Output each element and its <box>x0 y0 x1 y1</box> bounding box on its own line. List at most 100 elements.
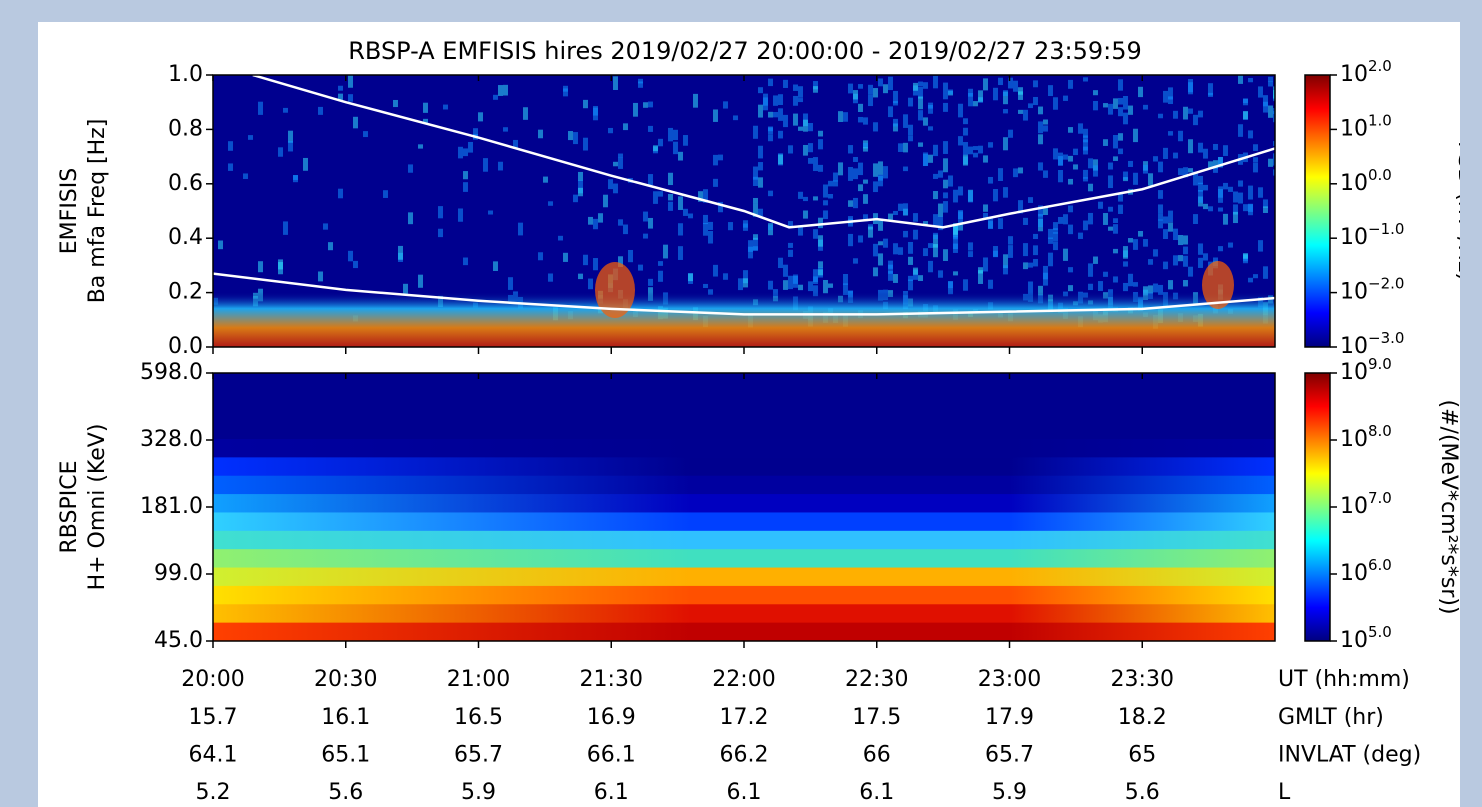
spectrogram-cell <box>1098 281 1103 291</box>
spectrogram-cell <box>983 155 988 163</box>
spectrogram-cell <box>958 223 963 231</box>
spectrogram-cell <box>883 166 888 179</box>
colorbar-tick-label: 109.0 <box>1340 355 1392 386</box>
spectrogram-cell <box>618 219 623 226</box>
spectrogram-cell <box>613 183 618 194</box>
spectrogram-cell <box>1113 276 1118 283</box>
spectrogram-cell <box>753 125 758 139</box>
spectrogram-cell <box>1188 82 1193 95</box>
spectrogram-cell <box>1273 111 1275 123</box>
spectrogram-cell <box>1083 146 1088 155</box>
spectrogram-cell <box>1108 162 1113 170</box>
spectrogram-cell <box>853 258 858 264</box>
spectrogram-cell <box>923 221 928 226</box>
spectrogram-cell <box>903 230 908 238</box>
spectrogram-cell <box>943 249 948 261</box>
spectrogram-cell <box>793 84 798 91</box>
spectrogram-cell <box>843 274 848 285</box>
spectrogram-cell <box>1103 139 1108 146</box>
spectrogram-cell <box>1158 213 1163 221</box>
spectrogram-cell <box>988 217 993 229</box>
spectrogram-cell <box>593 258 598 271</box>
spectrogram-cell <box>663 244 668 259</box>
spectrogram-cell <box>1023 217 1028 225</box>
spectrogram-cell <box>1183 255 1188 267</box>
spectrogram-cell <box>1273 141 1275 146</box>
spectrogram-cell <box>1233 204 1238 215</box>
spectrogram-cell <box>873 163 878 177</box>
spectrogram-cell <box>668 127 673 142</box>
spectrogram-cell <box>1273 153 1275 166</box>
spectrogram-cell <box>1058 152 1063 166</box>
spectrogram-cell <box>1248 277 1253 283</box>
spectrogram-cell <box>603 194 608 208</box>
spectrogram-cell <box>573 194 578 203</box>
spectrogram-cell <box>908 279 913 291</box>
spectrogram-cell <box>598 213 603 223</box>
ephemeris-value: 5.9 <box>461 780 496 805</box>
spectrogram-cell <box>928 126 933 131</box>
spectrogram-cell <box>743 220 748 231</box>
spectrogram-cell <box>933 244 938 258</box>
x-tick-label: 21:00 <box>447 667 510 692</box>
spectrogram-cell <box>938 170 943 178</box>
spectrogram-cell <box>1038 106 1043 115</box>
spectrogram-cell <box>768 190 773 197</box>
tick-base: 10 <box>1340 561 1368 586</box>
spectrogram-cell <box>1243 110 1248 120</box>
y-axis-label: H+ Omni (KeV) <box>85 424 110 591</box>
spectrogram-cell <box>818 261 823 269</box>
spectrogram-cell <box>673 129 678 141</box>
tick-base: 10 <box>1340 116 1368 141</box>
spectrogram-cell <box>508 277 513 290</box>
spectrogram-cell <box>978 145 983 154</box>
spectrogram-cell <box>1098 201 1103 209</box>
spectrogram-cell <box>408 164 413 173</box>
spectrogram-cell <box>1238 124 1243 137</box>
spectrogram-cell <box>1033 233 1038 240</box>
spectrogram-cell <box>438 228 443 238</box>
spectrogram-cell <box>848 200 853 207</box>
spectrogram-band <box>213 585 1275 605</box>
spectrogram-cell <box>648 174 653 186</box>
spectrogram-cell <box>808 143 813 153</box>
spectrogram-cell <box>1203 203 1208 210</box>
tick-base: 10 <box>1340 628 1368 653</box>
spectrogram-cell <box>288 140 293 152</box>
spectrogram-cell <box>1058 216 1063 224</box>
spectrogram-cell <box>1048 85 1053 97</box>
spectrogram-cell <box>913 229 918 240</box>
spectrogram-cell <box>658 270 663 282</box>
spectrogram-cell <box>853 168 858 180</box>
ephemeris-value: 17.5 <box>852 705 901 730</box>
spectrogram-cell <box>908 124 913 136</box>
spectrogram-cell <box>1198 189 1203 203</box>
spectrogram-cell <box>948 89 953 95</box>
spectrogram-cell <box>873 243 878 257</box>
tick-exponent: −2.0 <box>1368 274 1404 292</box>
ephemeris-value: 65 <box>1128 743 1156 768</box>
spectrogram-cell <box>568 131 573 141</box>
spectrogram-cell <box>868 226 873 238</box>
spectrogram-cell <box>458 146 463 159</box>
spectrogram-cell <box>563 252 568 262</box>
spectrogram-cell <box>278 259 283 270</box>
spectrogram-cell <box>348 250 353 262</box>
ephemeris-value: 16.5 <box>454 705 503 730</box>
spectrogram-cell <box>1268 76 1273 83</box>
spectrogram-cell <box>578 180 583 194</box>
spectrogram-cell <box>1003 187 1008 198</box>
spectrogram-cell <box>1093 159 1098 171</box>
spectrogram-cell <box>798 191 803 199</box>
tick-exponent: 1.0 <box>1368 111 1392 129</box>
y-tick-label: 45.0 <box>154 628 203 653</box>
line <box>213 272 1275 316</box>
colorbar-tick-label: 10−1.0 <box>1340 220 1404 251</box>
spectrogram-cell <box>1003 91 1008 105</box>
spectrogram-cell <box>1263 266 1268 279</box>
spectrogram-cell <box>818 217 823 229</box>
spectrogram-cell <box>618 153 623 158</box>
spectrogram-cell <box>278 147 283 157</box>
spectrogram-cell <box>978 270 983 284</box>
spectrogram-cell <box>1253 162 1258 173</box>
